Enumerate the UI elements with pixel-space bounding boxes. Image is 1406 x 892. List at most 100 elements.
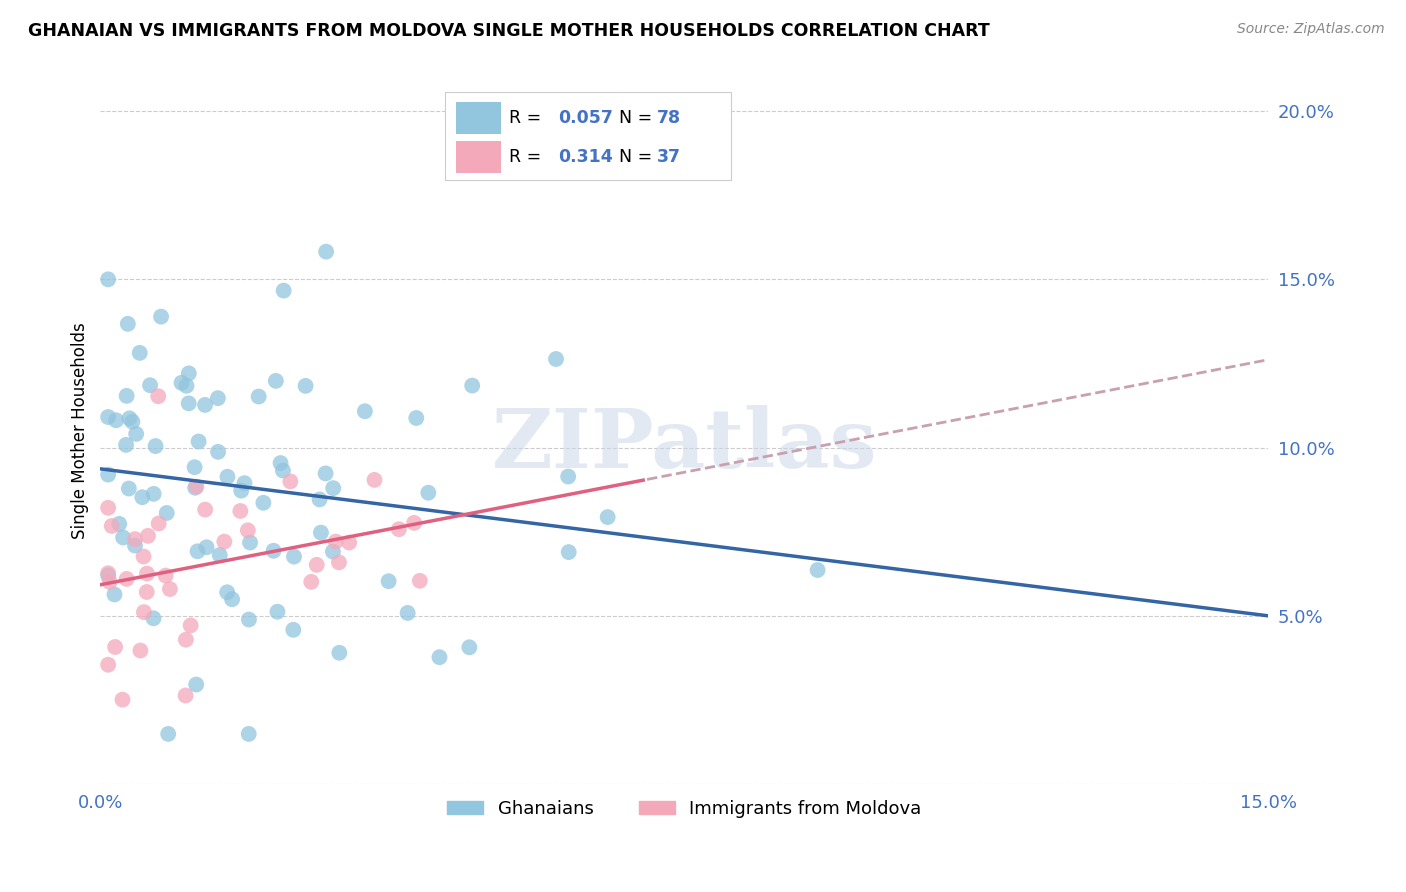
Point xyxy=(458,640,481,655)
Point xyxy=(118,482,141,496)
Point xyxy=(208,548,231,562)
Point xyxy=(461,378,484,392)
Point xyxy=(186,677,208,691)
Point xyxy=(115,438,138,452)
FancyBboxPatch shape xyxy=(457,141,501,173)
Point xyxy=(118,411,141,425)
Point xyxy=(322,481,344,495)
Point xyxy=(135,585,157,599)
Text: 78: 78 xyxy=(658,110,682,128)
Point xyxy=(170,376,193,390)
Point xyxy=(104,640,127,654)
Point xyxy=(183,460,205,475)
Point xyxy=(97,500,120,515)
Point xyxy=(214,534,236,549)
Point xyxy=(229,504,252,518)
Point xyxy=(108,516,131,531)
Point xyxy=(129,643,152,657)
Point xyxy=(125,426,148,441)
Point xyxy=(97,467,120,482)
Point xyxy=(124,532,146,546)
Point xyxy=(299,574,322,589)
Point xyxy=(354,404,377,418)
Point xyxy=(136,566,159,581)
Point xyxy=(136,529,159,543)
Point xyxy=(187,434,209,449)
Point xyxy=(596,510,619,524)
Point xyxy=(207,391,229,405)
Point xyxy=(115,389,138,403)
Point xyxy=(97,410,120,425)
Point xyxy=(176,379,198,393)
Text: 0.057: 0.057 xyxy=(558,110,613,128)
Point xyxy=(194,398,217,412)
Point xyxy=(263,543,285,558)
Point xyxy=(322,544,344,558)
Point xyxy=(283,549,305,564)
Point xyxy=(557,469,579,483)
Y-axis label: Single Mother Households: Single Mother Households xyxy=(72,323,89,540)
Point xyxy=(148,389,170,403)
Point xyxy=(142,487,165,501)
Point xyxy=(97,568,120,582)
Point xyxy=(97,272,120,286)
Point xyxy=(315,467,337,481)
Point xyxy=(280,475,302,489)
Point xyxy=(315,244,337,259)
Point xyxy=(247,390,270,404)
Point xyxy=(328,555,350,569)
Point xyxy=(270,456,292,470)
Point xyxy=(186,544,208,558)
Point xyxy=(404,516,426,530)
Point xyxy=(128,346,150,360)
Point xyxy=(409,574,432,588)
Point xyxy=(557,545,579,559)
Point xyxy=(142,611,165,625)
Text: Source: ZipAtlas.com: Source: ZipAtlas.com xyxy=(1237,22,1385,37)
Point xyxy=(221,592,243,607)
Point xyxy=(97,657,120,672)
Point xyxy=(328,646,350,660)
Point xyxy=(115,572,138,586)
Legend: Ghanaians, Immigrants from Moldova: Ghanaians, Immigrants from Moldova xyxy=(440,792,928,825)
Point xyxy=(377,574,399,589)
Point xyxy=(150,310,173,324)
Point xyxy=(305,558,328,572)
Text: R =: R = xyxy=(509,110,547,128)
Point xyxy=(238,613,260,627)
Point xyxy=(294,379,316,393)
Point xyxy=(156,506,179,520)
Point xyxy=(177,367,200,381)
Point xyxy=(155,568,177,582)
Point xyxy=(337,535,360,549)
Point xyxy=(111,692,134,706)
Text: R =: R = xyxy=(509,148,547,166)
Point xyxy=(396,606,419,620)
Point xyxy=(194,502,217,516)
Point xyxy=(112,531,135,545)
Point xyxy=(418,485,440,500)
Point xyxy=(186,480,208,494)
Point xyxy=(131,490,153,504)
Point xyxy=(145,439,167,453)
Point xyxy=(184,481,207,495)
FancyBboxPatch shape xyxy=(444,92,731,180)
Text: N =: N = xyxy=(609,110,658,128)
Point xyxy=(231,483,253,498)
Point xyxy=(139,378,162,392)
Point xyxy=(388,522,411,536)
Point xyxy=(157,727,180,741)
Point xyxy=(132,549,155,564)
Point xyxy=(429,650,451,665)
Point xyxy=(325,534,347,549)
Point xyxy=(544,351,567,366)
Point xyxy=(180,618,202,632)
Point xyxy=(273,284,295,298)
Point xyxy=(217,585,239,599)
Text: GHANAIAN VS IMMIGRANTS FROM MOLDOVA SINGLE MOTHER HOUSEHOLDS CORRELATION CHART: GHANAIAN VS IMMIGRANTS FROM MOLDOVA SING… xyxy=(28,22,990,40)
Point xyxy=(174,632,197,647)
Point xyxy=(239,535,262,549)
Text: ZIPatlas: ZIPatlas xyxy=(492,405,877,485)
FancyBboxPatch shape xyxy=(457,103,501,134)
Point xyxy=(177,396,200,410)
